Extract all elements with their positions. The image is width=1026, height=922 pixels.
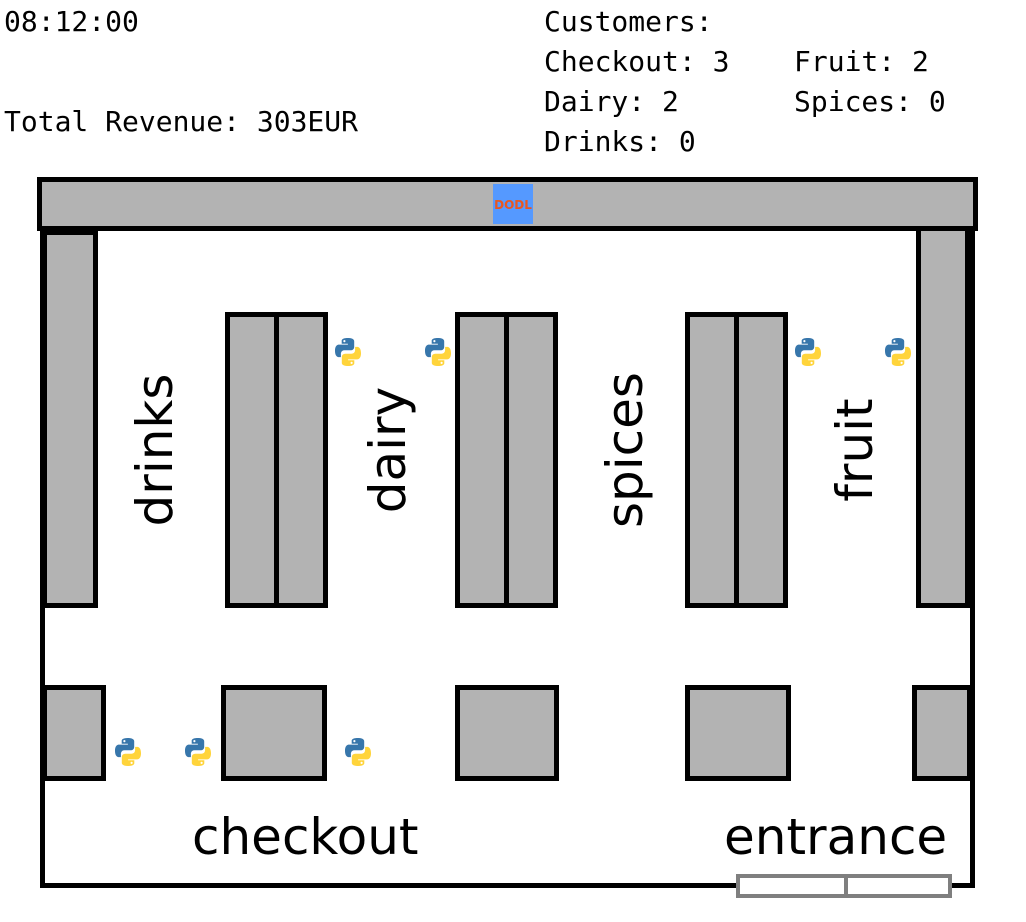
customers-fruit: Fruit: 2 [794,45,929,78]
checkout-counter-2 [221,685,327,781]
shelf-dairy-left [225,312,279,608]
shelf-fruit-left [685,312,739,608]
checkout-counter-4 [685,685,791,781]
entrance-door-left [736,874,848,898]
area-label-checkout: checkout [192,808,419,866]
customer-python-icon [332,336,364,368]
dodl-logo-icon: DODL [493,184,533,224]
customer-python-icon [112,736,144,768]
customers-dairy: Dairy: 2 [544,85,679,118]
shelf-spices-left [455,312,509,608]
shelf-fruit-wall [916,226,970,608]
customer-python-icon [422,336,454,368]
customer-python-icon [792,336,824,368]
clock: 08:12:00 [4,5,139,38]
customer-python-icon [882,336,914,368]
entrance-door-right [844,874,952,898]
total-revenue: Total Revenue: 303EUR [4,105,359,138]
customers-spices: Spices: 0 [794,85,946,118]
customer-python-icon [182,736,214,768]
customers-checkout: Checkout: 3 [544,45,730,78]
shelf-spices-right [504,312,558,608]
aisle-label-spices: spices [596,372,654,528]
aisle-label-drinks: drinks [126,373,184,527]
shelf-dairy-right [274,312,328,608]
aisle-label-dairy: dairy [359,386,417,514]
customers-title: Customers: [544,5,713,38]
svg-text:DODL: DODL [494,198,532,212]
checkout-counter-5 [912,685,972,781]
shelf-fruit-right [734,312,788,608]
checkout-counter-3 [455,685,559,781]
customers-drinks: Drinks: 0 [544,125,696,158]
customer-python-icon [342,736,374,768]
area-label-entrance: entrance [724,808,948,866]
checkout-counter-1 [42,685,106,781]
aisle-label-fruit: fruit [826,398,884,502]
shelf-drinks-wall [42,230,98,608]
